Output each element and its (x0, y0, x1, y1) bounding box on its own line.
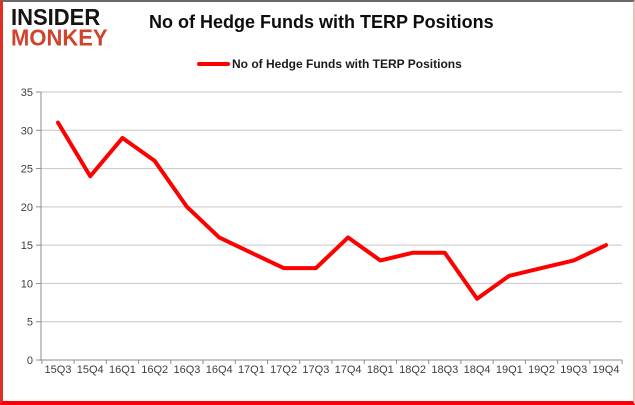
x-tick-label: 18Q1 (367, 364, 394, 376)
x-tick-label: 16Q2 (141, 364, 168, 376)
x-tick-label: 16Q1 (109, 364, 136, 376)
y-tick-label: 5 (27, 317, 33, 329)
x-tick-label: 19Q3 (560, 364, 587, 376)
y-axis-labels: 0 5 10 15 20 25 30 35 (21, 87, 33, 367)
x-tick-label: 18Q4 (464, 364, 491, 376)
x-tick-label: 19Q2 (528, 364, 555, 376)
x-tick-label: 17Q4 (335, 364, 362, 376)
x-tick-label: 17Q1 (238, 364, 265, 376)
x-tick-label: 18Q2 (399, 364, 426, 376)
series-line (56, 120, 608, 301)
x-tick-label: 17Q3 (302, 364, 329, 376)
legend-label: No of Hedge Funds with TERP Positions (232, 57, 462, 71)
x-tick-label: 19Q4 (593, 364, 620, 376)
y-tick-label: 35 (21, 87, 33, 99)
logo-text-insider: INSIDER (11, 4, 101, 31)
x-tick-label: 15Q3 (45, 364, 72, 376)
insider-monkey-logo: INSIDER MONKEY (11, 4, 108, 52)
x-tick-label: 18Q3 (431, 364, 458, 376)
x-tick-label: 15Q4 (77, 364, 104, 376)
x-tick-label: 16Q3 (173, 364, 200, 376)
legend-line-swatch (197, 62, 230, 66)
y-tick-label: 25 (21, 164, 33, 176)
y-tick-label: 10 (21, 278, 33, 290)
x-tick-label: 17Q2 (270, 364, 297, 376)
x-tick-label: 19Q1 (496, 364, 523, 376)
x-tick-label: 16Q4 (206, 364, 233, 376)
y-tick-label: 15 (21, 240, 33, 252)
y-axis-ticks (36, 91, 41, 361)
x-axis-labels: 15Q3 15Q4 16Q1 16Q2 16Q3 16Q4 17Q1 17Q2 17Q3 17Q4… (45, 364, 620, 376)
y-tick-label: 0 (27, 355, 33, 367)
chart-title: No of Hedge Funds with TERP Positions (149, 12, 494, 32)
legend: No of Hedge Funds with TERP Positions (197, 57, 462, 71)
y-tick-label: 30 (21, 125, 33, 137)
gridlines (41, 91, 622, 361)
logo-text-monkey: MONKEY (11, 25, 108, 52)
y-tick-label: 20 (21, 202, 33, 214)
x-axis-ticks (41, 360, 623, 364)
line-chart-canvas: 0 5 10 15 20 25 30 35 15Q3 15Q4 16Q1 16Q2 16Q3 16Q4 17… (21, 87, 623, 376)
